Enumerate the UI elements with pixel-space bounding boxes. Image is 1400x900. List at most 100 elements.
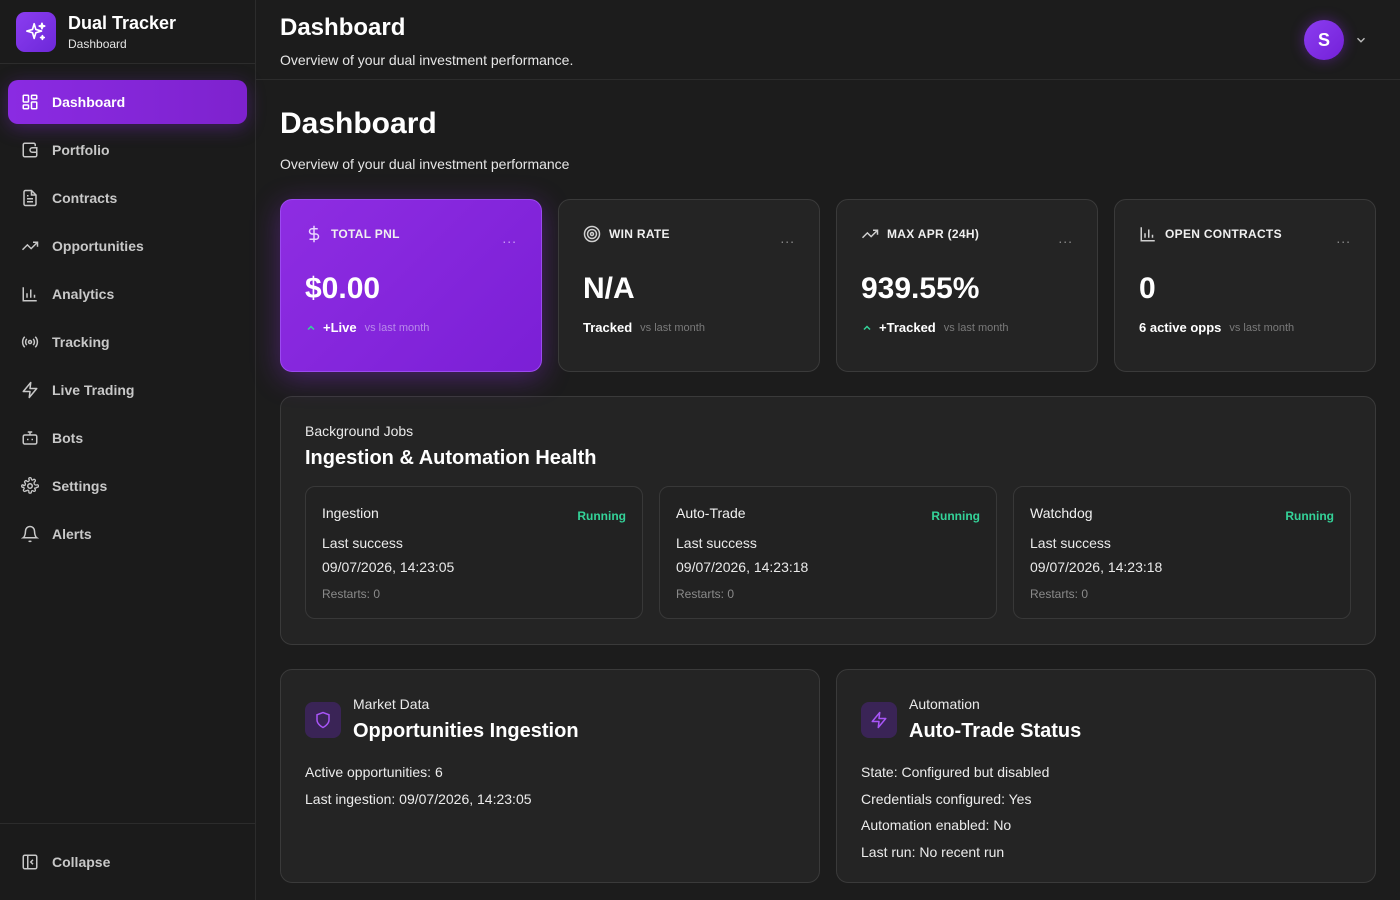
panel-left-icon bbox=[20, 852, 40, 872]
info-line: Automation enabled: No bbox=[861, 817, 1012, 833]
sidebar-item-opportunities[interactable]: Opportunities bbox=[8, 224, 247, 268]
stat-comparison: vs last month bbox=[1229, 321, 1295, 334]
sidebar-item-label: Settings bbox=[52, 478, 108, 494]
header-title: Dashboard bbox=[280, 14, 406, 41]
job-restarts: Restarts: 0 bbox=[676, 587, 735, 601]
stat-comparison: vs last month bbox=[364, 321, 430, 334]
trending-up-icon bbox=[20, 236, 40, 256]
card-title: Opportunities Ingestion bbox=[353, 720, 579, 742]
sidebar-item-label: Tracking bbox=[52, 334, 110, 350]
job-name: Ingestion bbox=[322, 505, 379, 521]
sidebar-item-label: Analytics bbox=[52, 286, 115, 302]
chevron-up-icon bbox=[861, 322, 873, 334]
job-name: Watchdog bbox=[1030, 505, 1093, 521]
stat-card-win-rate[interactable]: WIN RATE ... N/A Tracked vs last month bbox=[558, 199, 820, 372]
trending-up-icon bbox=[861, 225, 879, 243]
top-bar: Dashboard Overview of your dual investme… bbox=[256, 0, 1400, 80]
card-kicker: Background Jobs bbox=[305, 423, 414, 439]
target-icon bbox=[583, 225, 601, 243]
bar-chart-icon bbox=[1139, 225, 1157, 243]
sidebar-item-live-trading[interactable]: Live Trading bbox=[8, 368, 247, 412]
status-badge: Running bbox=[577, 509, 626, 523]
sidebar: Dual Tracker Dashboard Dashboard Portfol… bbox=[0, 0, 256, 900]
brand[interactable]: Dual Tracker Dashboard bbox=[0, 0, 255, 64]
card-kicker: Market Data bbox=[353, 696, 430, 712]
more-icon[interactable]: ... bbox=[1058, 230, 1073, 246]
sidebar-item-alerts[interactable]: Alerts bbox=[8, 512, 247, 556]
user-menu[interactable]: S bbox=[1304, 20, 1368, 60]
shield-icon bbox=[305, 702, 341, 738]
status-badge: Running bbox=[1285, 509, 1334, 523]
sidebar-item-label: Dashboard bbox=[52, 94, 126, 110]
collapse-label: Collapse bbox=[52, 854, 111, 870]
bot-icon bbox=[20, 428, 40, 448]
info-line: State: Configured but disabled bbox=[861, 764, 1050, 780]
header-subtitle: Overview of your dual investment perform… bbox=[280, 52, 574, 68]
lightning-icon bbox=[20, 380, 40, 400]
main-content: Dashboard Overview of your dual investme… bbox=[280, 80, 1376, 883]
job-card-auto-trade: Auto-Trade Running Last success 09/07/20… bbox=[659, 486, 997, 619]
job-last-time: 09/07/2026, 14:23:18 bbox=[676, 559, 809, 575]
page-title: Dashboard bbox=[280, 107, 437, 140]
document-icon bbox=[20, 188, 40, 208]
sidebar-item-label: Bots bbox=[52, 430, 84, 446]
job-last-time: 09/07/2026, 14:23:05 bbox=[322, 559, 455, 575]
collapse-button[interactable]: Collapse bbox=[8, 840, 247, 884]
app-subtitle: Dashboard bbox=[68, 36, 127, 51]
job-name: Auto-Trade bbox=[676, 505, 746, 521]
card-kicker: Automation bbox=[909, 696, 980, 712]
status-badge: Running bbox=[931, 509, 980, 523]
sidebar-item-settings[interactable]: Settings bbox=[8, 464, 247, 508]
sparkles-icon bbox=[16, 11, 56, 52]
more-icon[interactable]: ... bbox=[1336, 230, 1351, 246]
automation-card: Automation Auto-Trade Status State: Conf… bbox=[836, 669, 1376, 883]
stat-comparison: vs last month bbox=[943, 321, 1009, 334]
more-icon[interactable]: ... bbox=[780, 230, 795, 246]
info-line: Credentials configured: Yes bbox=[861, 790, 1032, 807]
stat-value: 0 bbox=[1139, 272, 1156, 305]
lightning-icon bbox=[861, 702, 897, 738]
bottom-cards-row: Market Data Opportunities Ingestion Acti… bbox=[280, 669, 1376, 883]
stats-row: TOTAL PNL ... $0.00 +Live vs last month … bbox=[280, 199, 1376, 372]
avatar[interactable]: S bbox=[1304, 20, 1344, 60]
sidebar-nav: Dashboard Portfolio Contracts Opportunit… bbox=[0, 64, 255, 556]
job-last-label: Last success bbox=[676, 535, 757, 551]
sidebar-item-analytics[interactable]: Analytics bbox=[8, 272, 247, 316]
card-title: Auto-Trade Status bbox=[909, 720, 1082, 742]
stat-card-open-contracts[interactable]: OPEN CONTRACTS ... 0 6 active opps vs la… bbox=[1114, 199, 1376, 372]
info-line: Active opportunities: 6 bbox=[305, 764, 443, 780]
job-card-watchdog: Watchdog Running Last success 09/07/2026… bbox=[1013, 486, 1351, 619]
more-icon[interactable]: ... bbox=[502, 230, 517, 246]
stat-card-max-apr[interactable]: MAX APR (24H) ... 939.55% +Tracked vs la… bbox=[836, 199, 1098, 372]
app-title: Dual Tracker bbox=[68, 12, 177, 33]
card-title: Ingestion & Automation Health bbox=[305, 447, 597, 469]
chevron-up-icon bbox=[305, 322, 317, 334]
job-last-label: Last success bbox=[322, 535, 403, 551]
gear-icon bbox=[20, 476, 40, 496]
wallet-icon bbox=[20, 140, 40, 160]
job-last-label: Last success bbox=[1030, 535, 1111, 551]
sidebar-item-label: Portfolio bbox=[52, 142, 110, 158]
chevron-down-icon[interactable] bbox=[1354, 33, 1368, 47]
stat-comparison: vs last month bbox=[640, 321, 705, 334]
page-subtitle: Overview of your dual investment perform… bbox=[280, 156, 570, 172]
bell-icon bbox=[20, 524, 40, 544]
market-data-card: Market Data Opportunities Ingestion Acti… bbox=[280, 669, 820, 883]
stat-value: 939.55% bbox=[861, 272, 980, 305]
sidebar-item-label: Contracts bbox=[52, 190, 118, 206]
sidebar-item-dashboard[interactable]: Dashboard bbox=[8, 80, 247, 124]
stat-value: N/A bbox=[583, 272, 635, 305]
job-card-ingestion: Ingestion Running Last success 09/07/202… bbox=[305, 486, 643, 619]
info-line: Last run: No recent run bbox=[861, 843, 1005, 860]
sidebar-item-bots[interactable]: Bots bbox=[8, 416, 247, 460]
stat-change: 6 active opps bbox=[1139, 320, 1222, 335]
job-last-time: 09/07/2026, 14:23:18 bbox=[1030, 559, 1163, 575]
sidebar-footer: Collapse bbox=[0, 823, 255, 900]
sidebar-item-contracts[interactable]: Contracts bbox=[8, 176, 247, 220]
stat-card-total-pnl[interactable]: TOTAL PNL ... $0.00 +Live vs last month bbox=[280, 199, 542, 372]
background-jobs-card: Background Jobs Ingestion & Automation H… bbox=[280, 396, 1376, 645]
sidebar-item-tracking[interactable]: Tracking bbox=[8, 320, 247, 364]
sidebar-item-portfolio[interactable]: Portfolio bbox=[8, 128, 247, 172]
stat-value: $0.00 bbox=[305, 272, 381, 305]
stat-label: MAX APR (24H) bbox=[887, 227, 980, 241]
